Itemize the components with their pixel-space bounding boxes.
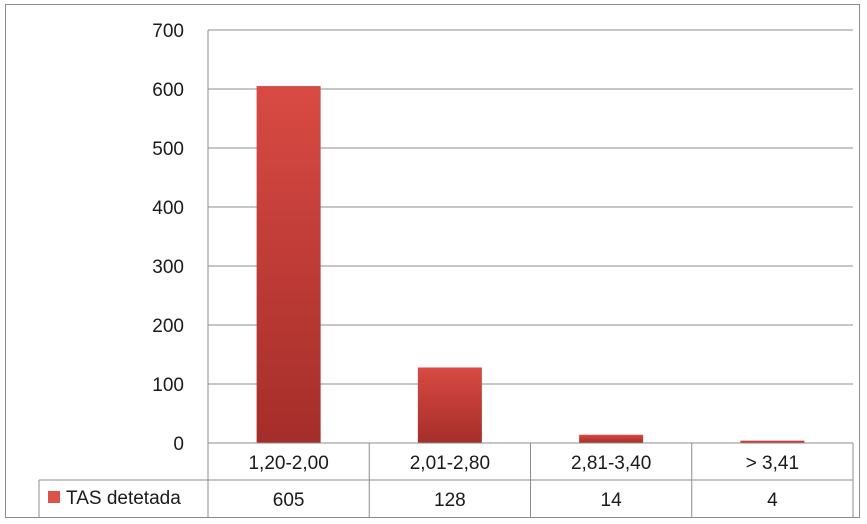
category-label: 2,81-3,40	[571, 453, 651, 474]
category-label: > 3,41	[746, 453, 799, 474]
y-tick-label: 100	[152, 375, 184, 396]
bar	[417, 367, 482, 443]
bar	[579, 434, 644, 443]
y-axis-tick-labels: 0 100 200 300 400 500 600 700	[152, 21, 184, 455]
series-row-label: TAS detetada	[66, 488, 181, 509]
data-table-value: 605	[273, 490, 305, 511]
y-tick-label: 200	[152, 316, 184, 337]
bar	[740, 440, 805, 443]
category-label: 2,01-2,80	[410, 453, 490, 474]
y-tick-label: 700	[152, 21, 184, 42]
y-tick-label: 300	[152, 257, 184, 278]
y-tick-label: 400	[152, 198, 184, 219]
category-label: 1,20-2,00	[248, 453, 328, 474]
data-table-value: 128	[434, 490, 466, 511]
bars	[256, 86, 805, 444]
y-tick-label: 0	[173, 434, 184, 455]
bar	[256, 86, 321, 444]
data-table-value: 4	[767, 490, 778, 511]
y-tick-label: 500	[152, 139, 184, 160]
y-tick-label: 600	[152, 80, 184, 101]
data-table: 1,20-2,00 2,01-2,80 2,81-3,40 > 3,41 TAS det…	[38, 442, 854, 517]
legend-key-swatch	[48, 491, 60, 503]
data-table-value: 14	[601, 490, 623, 511]
